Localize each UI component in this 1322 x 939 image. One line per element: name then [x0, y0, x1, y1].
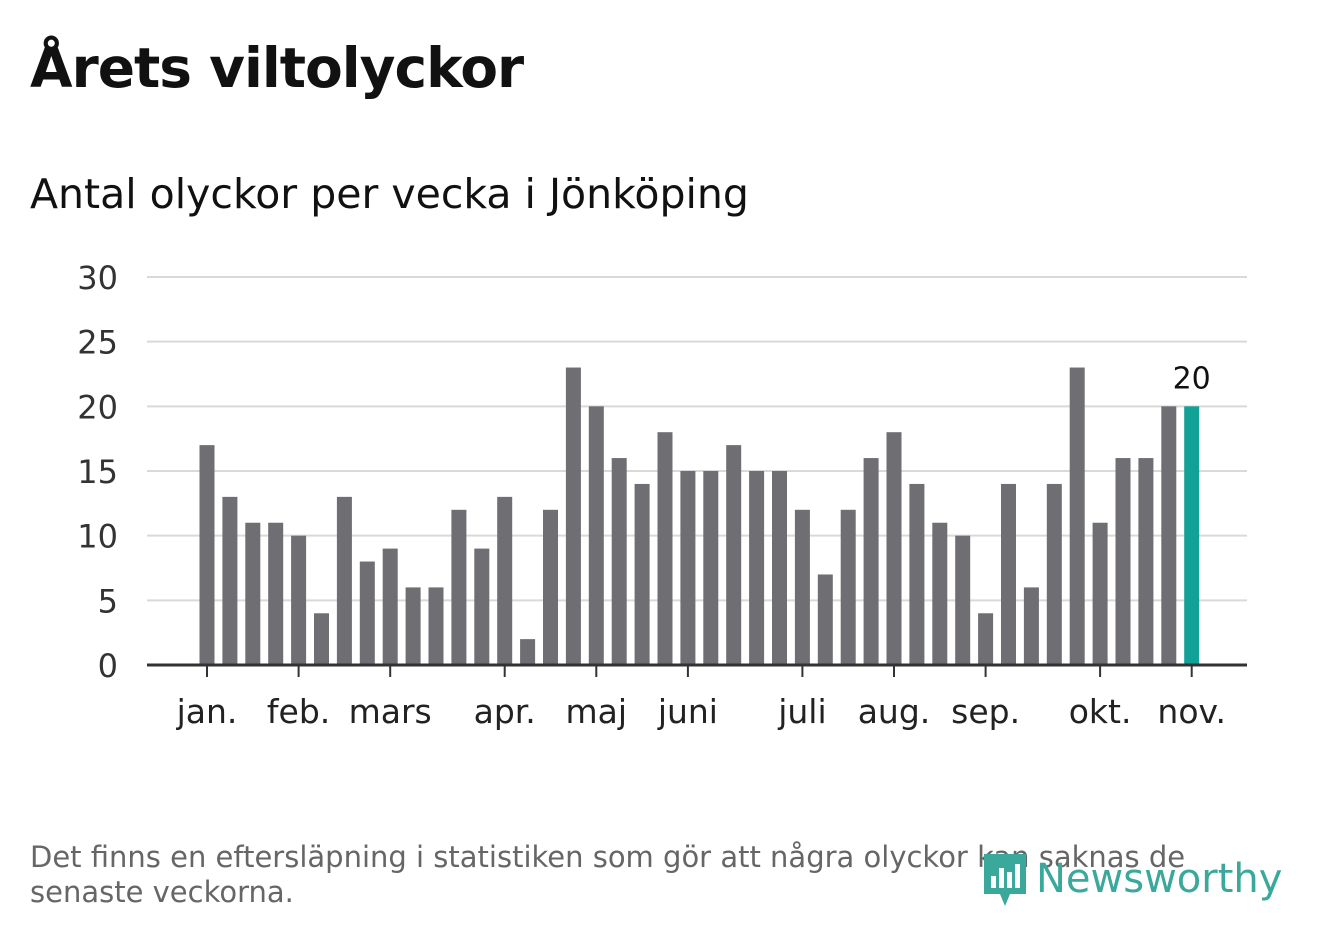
newsworthy-logo: Newsworthy: [980, 850, 1282, 908]
data-label: 20: [1173, 361, 1211, 396]
y-tick-label: 20: [77, 388, 118, 426]
bar: [382, 548, 398, 665]
bar: [405, 587, 421, 665]
x-tick-label: jan.: [176, 692, 238, 731]
x-tick-label: nov.: [1157, 692, 1226, 731]
bar-chart-speech-bubble-icon: [984, 854, 1026, 906]
x-tick-label: juni: [657, 692, 718, 731]
bar: [1115, 458, 1131, 665]
bar: [1092, 522, 1108, 665]
bar: [978, 613, 994, 665]
x-tick-label: maj: [566, 692, 628, 731]
bar: [428, 587, 444, 665]
bar: [588, 406, 604, 665]
bar: [245, 522, 261, 665]
y-tick-label: 15: [77, 453, 118, 491]
bar: [497, 496, 513, 665]
x-tick-label: feb.: [267, 692, 330, 731]
bar: [314, 613, 329, 665]
bar: [451, 509, 467, 665]
bar: [199, 445, 215, 665]
bar: [955, 535, 971, 665]
bar: [794, 509, 810, 665]
bar: [909, 483, 925, 665]
bar: [1161, 406, 1177, 665]
bar: [1001, 483, 1016, 665]
bar: [222, 496, 238, 665]
y-tick-label: 10: [77, 518, 118, 556]
x-tick-label: apr.: [474, 692, 536, 731]
bar: [726, 445, 742, 665]
bar: [1138, 458, 1154, 665]
bar: [703, 471, 719, 665]
bar: [474, 548, 490, 665]
chart-title: Årets viltolyckor: [30, 36, 524, 100]
bar: [565, 367, 581, 665]
chart-subtitle: Antal olyckor per vecka i Jönköping: [30, 170, 749, 218]
bar: [611, 458, 627, 665]
x-tick-label: juli: [777, 692, 826, 731]
bar: [749, 471, 765, 665]
bar: [520, 639, 536, 665]
bar: [840, 509, 856, 665]
bar: [932, 522, 948, 665]
y-tick-label: 0: [98, 647, 118, 685]
bar: [772, 471, 787, 665]
y-tick-label: 25: [77, 324, 118, 362]
bar: [817, 574, 833, 665]
bar: [1069, 367, 1085, 665]
highlight-bar: [1184, 406, 1200, 665]
bar: [543, 509, 558, 665]
bar: [268, 522, 284, 665]
x-tick-label: mars: [349, 692, 432, 731]
bar-chart: 0 5 10 15 20 25 30 20 jan. feb. mars apr. maj juni jul…: [77, 259, 1247, 731]
bar: [1023, 587, 1039, 665]
x-tick-label: okt.: [1069, 692, 1132, 731]
bar: [359, 561, 375, 665]
bar: [1046, 483, 1062, 665]
bar: [634, 483, 650, 665]
x-tick-label: aug.: [858, 692, 931, 731]
x-tick-label: sep.: [951, 692, 1020, 731]
bar: [336, 496, 352, 665]
bar: [657, 432, 673, 665]
bar: [680, 471, 696, 665]
bar: [863, 458, 879, 665]
logo-text: Newsworthy: [1036, 856, 1283, 902]
bar: [291, 535, 307, 665]
y-tick-label: 5: [98, 582, 118, 620]
y-tick-label: 30: [77, 259, 118, 297]
bar: [886, 432, 902, 665]
